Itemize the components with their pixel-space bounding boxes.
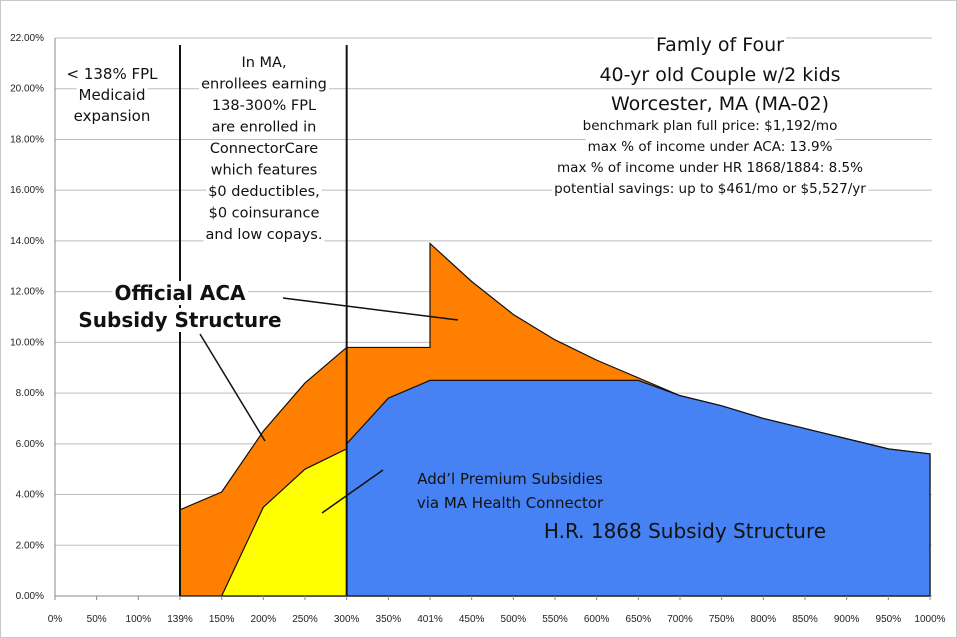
y-tick-label: 6.00% <box>16 439 44 450</box>
chart-subtitle: Worcester, MA (MA-02) <box>611 93 829 115</box>
x-tick-label: 139% <box>167 614 193 625</box>
y-tick-label: 4.00% <box>16 490 44 501</box>
ma-connectorcare-note: and low copays. <box>206 227 323 243</box>
hr1868-structure-label: H.R. 1868 Subsidy Structure <box>544 519 826 543</box>
leader-line <box>321 469 384 514</box>
x-tick-label: 1000% <box>914 614 945 625</box>
x-tick-label: 401% <box>417 614 443 625</box>
label-background <box>209 98 319 114</box>
medicaid-note: < 138% FPL <box>66 65 158 83</box>
series-area-2 <box>346 379 931 597</box>
ma-connectorcare-note: are enrolled in <box>212 120 317 136</box>
x-tick-label: 300% <box>334 614 360 625</box>
label-background <box>112 281 249 305</box>
x-tick-label: 550% <box>542 614 568 625</box>
x-tick-label: 50% <box>87 614 107 625</box>
medicaid-note: expansion <box>74 107 151 125</box>
x-tick-label: 250% <box>292 614 318 625</box>
y-tick-label: 16.00% <box>10 185 44 196</box>
label-background <box>71 107 153 125</box>
aca-structure-label: Subsidy Structure <box>78 308 281 332</box>
chart-info: max % of income under ACA: 13.9% <box>588 139 833 155</box>
aca-structure-label: Official ACA <box>115 281 246 305</box>
x-tick-label: 0% <box>48 614 63 625</box>
x-tick-label: 900% <box>834 614 860 625</box>
label-background <box>239 55 289 71</box>
label-background <box>206 184 322 200</box>
x-tick-label: 750% <box>709 614 735 625</box>
x-tick-label: 850% <box>792 614 818 625</box>
leader-line <box>282 297 459 321</box>
x-tick-label: 350% <box>376 614 402 625</box>
chart-subtitle: 40-yr old Couple w/2 kids <box>599 64 840 86</box>
x-tick-label: 600% <box>584 614 610 625</box>
x-tick-label: 150% <box>209 614 235 625</box>
chart-title: Famly of Four <box>656 34 784 56</box>
addl-subsidies-label: via MA Health Connector <box>417 494 604 512</box>
y-tick-label: 18.00% <box>10 134 44 145</box>
label-background <box>76 308 284 332</box>
y-tick-label: 22.00% <box>10 33 44 44</box>
chart-info: benchmark plan full price: $1,192/mo <box>583 118 838 134</box>
ma-connectorcare-note: $0 coinsurance <box>209 206 320 222</box>
ma-connectorcare-note: which features <box>211 163 318 179</box>
y-tick-label: 20.00% <box>10 84 44 95</box>
x-tick-label: 200% <box>251 614 277 625</box>
x-tick-label: 950% <box>876 614 902 625</box>
label-background <box>207 141 321 157</box>
label-background <box>76 86 148 104</box>
ma-connectorcare-note: In MA, <box>241 55 286 71</box>
x-tick-label: 450% <box>459 614 485 625</box>
series-area-3 <box>220 447 348 597</box>
addl-subsidies-label: Add’l Premium Subsidies <box>417 470 603 488</box>
chart-info: potential savings: up to $461/mo or $5,5… <box>554 181 866 197</box>
label-background <box>580 118 840 134</box>
ma-connectorcare-note: $0 deductibles, <box>208 184 320 200</box>
y-tick-label: 0.00% <box>16 591 44 602</box>
leader-line <box>199 333 266 442</box>
label-background <box>209 119 319 136</box>
x-tick-label: 800% <box>751 614 777 625</box>
y-tick-label: 10.00% <box>10 337 44 348</box>
label-background <box>555 160 866 176</box>
label-background <box>654 34 787 56</box>
x-tick-label: 500% <box>501 614 527 625</box>
y-tick-label: 12.00% <box>10 287 44 298</box>
medicaid-note: Medicaid <box>79 86 146 104</box>
label-background <box>585 139 835 155</box>
label-background <box>199 76 329 93</box>
y-tick-label: 14.00% <box>10 236 44 247</box>
ma-connectorcare-note: 138-300% FPL <box>212 98 316 114</box>
label-background <box>597 64 843 86</box>
label-background <box>552 181 869 197</box>
y-tick-label: 2.00% <box>16 540 44 551</box>
label-background <box>203 227 325 243</box>
ma-connectorcare-note: ConnectorCare <box>210 141 318 157</box>
x-tick-label: 100% <box>126 614 152 625</box>
x-tick-label: 650% <box>626 614 652 625</box>
label-background <box>208 162 320 179</box>
ma-connectorcare-note: enrollees earning <box>201 77 327 93</box>
label-background <box>64 65 161 83</box>
chart-info: max % of income under HR 1868/1884: 8.5% <box>557 160 863 176</box>
label-background <box>206 205 322 222</box>
x-tick-label: 700% <box>667 614 693 625</box>
y-tick-label: 8.00% <box>16 388 44 399</box>
label-background <box>608 93 832 115</box>
